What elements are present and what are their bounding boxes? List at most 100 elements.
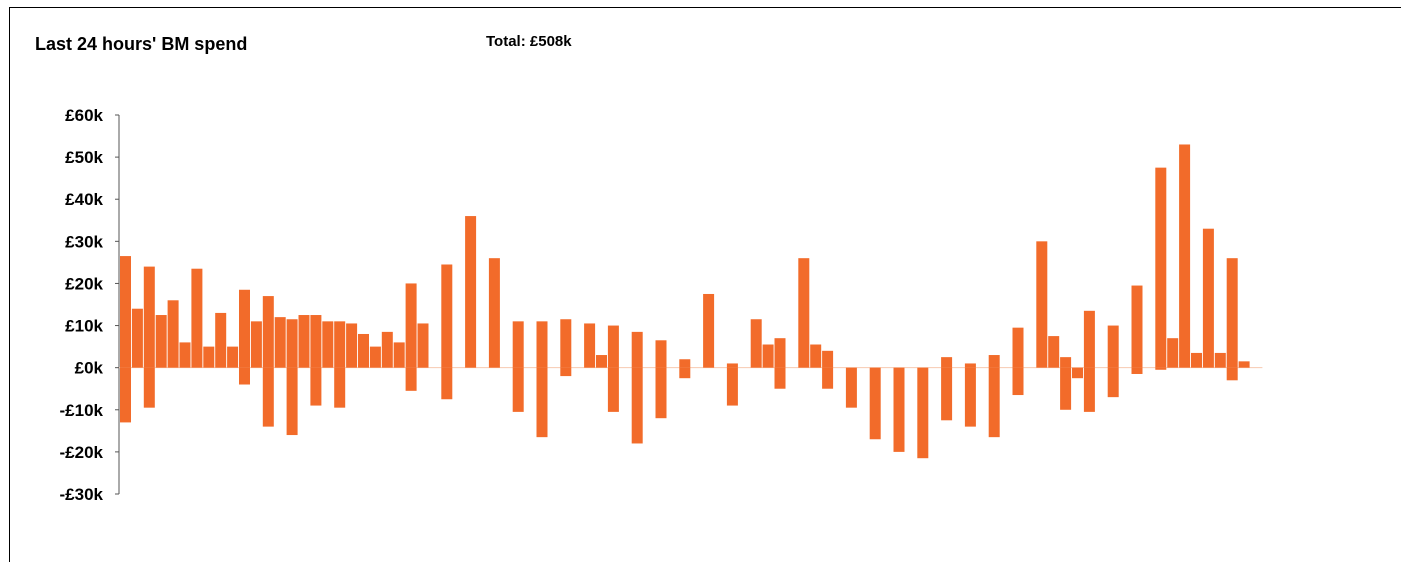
- bar-positive: [655, 340, 667, 368]
- bar-positive: [536, 321, 548, 368]
- bar-negative: [310, 367, 322, 406]
- bar-negative: [143, 367, 155, 408]
- bar-positive: [179, 342, 191, 368]
- bar-negative: [964, 367, 976, 427]
- bar-positive: [405, 283, 417, 368]
- bar-negative: [1072, 367, 1083, 379]
- bar-positive: [1214, 352, 1226, 368]
- bar-positive: [322, 321, 334, 368]
- bar-negative: [988, 367, 1000, 438]
- bar-negative: [893, 367, 905, 452]
- bar-positive: [1012, 327, 1024, 368]
- bar-positive: [964, 363, 976, 368]
- y-tick-label: £0k: [75, 359, 104, 378]
- bar-positive: [215, 312, 227, 368]
- bar-positive: [584, 323, 596, 368]
- bar-positive: [167, 300, 179, 368]
- bar-negative: [1060, 367, 1072, 410]
- bar-negative: [512, 367, 524, 412]
- bar-positive: [239, 289, 250, 368]
- bar-positive: [274, 317, 286, 368]
- bar-positive: [810, 344, 822, 368]
- chart-title: Last 24 hours' BM spend: [35, 34, 248, 54]
- bar-positive: [822, 350, 834, 368]
- bar-positive: [1202, 228, 1214, 368]
- bar-negative: [774, 367, 786, 389]
- bar-negative: [845, 367, 857, 408]
- bar-positive: [381, 331, 393, 368]
- bar-negative: [1083, 367, 1095, 412]
- y-tick-label: -£10k: [60, 401, 104, 420]
- bar-positive: [1048, 336, 1060, 368]
- bar-negative: [726, 367, 738, 406]
- bar-positive: [131, 308, 143, 368]
- bar-positive: [1155, 167, 1167, 368]
- bar-positive: [441, 264, 453, 368]
- bar-positive: [1179, 144, 1191, 368]
- bar-negative: [286, 367, 298, 436]
- bar-positive: [679, 359, 691, 368]
- bar-positive: [798, 258, 810, 368]
- bar-positive: [726, 363, 738, 368]
- bar-positive: [631, 331, 643, 368]
- bar-positive: [703, 293, 715, 368]
- bar-positive: [286, 319, 298, 368]
- y-tick-label: £10k: [65, 317, 103, 336]
- bar-positive: [250, 321, 262, 368]
- bar-negative: [1131, 367, 1143, 374]
- bar-positive: [1036, 241, 1048, 368]
- y-tick-label: £40k: [65, 190, 103, 209]
- bar-positive: [596, 355, 607, 368]
- bar-positive: [1107, 325, 1119, 368]
- bar-positive: [1083, 310, 1095, 368]
- bar-negative: [405, 367, 417, 391]
- bar-negative: [679, 367, 691, 379]
- bar-positive: [1131, 285, 1143, 368]
- total-label: Total: £508k: [486, 33, 572, 50]
- bar-positive: [203, 346, 215, 368]
- bar-negative: [1012, 367, 1024, 396]
- bar-positive: [988, 355, 1000, 368]
- bar-positive: [143, 266, 155, 368]
- bar-positive: [298, 315, 310, 368]
- bar-positive: [417, 323, 429, 368]
- bar-positive: [191, 268, 203, 368]
- bar-negative: [441, 367, 453, 400]
- bar-positive: [560, 319, 572, 368]
- bar-positive: [227, 346, 239, 368]
- bar-positive: [346, 323, 358, 368]
- bar-negative: [262, 367, 274, 427]
- bar-positive: [369, 346, 381, 368]
- bar-positive: [607, 325, 619, 368]
- y-tick-label: £60k: [65, 106, 103, 125]
- bar-negative: [334, 367, 346, 408]
- bar-positive: [1167, 338, 1179, 368]
- bar-negative: [1107, 367, 1119, 398]
- chart-frame: [9, 7, 1401, 562]
- bar-negative: [607, 367, 619, 412]
- bar-negative: [655, 367, 667, 419]
- bar-positive: [1238, 361, 1250, 368]
- y-tick-label: £30k: [65, 232, 103, 251]
- bar-negative: [631, 367, 643, 444]
- bar-positive: [465, 216, 477, 368]
- bar-negative: [1155, 367, 1167, 370]
- bar-negative: [120, 367, 131, 423]
- bar-positive: [1191, 352, 1202, 368]
- bar-positive: [310, 315, 322, 368]
- bar-positive: [750, 319, 762, 368]
- bar-positive: [262, 296, 274, 368]
- bar-negative: [941, 367, 953, 421]
- bar-negative: [822, 367, 834, 389]
- y-tick-label: -£30k: [60, 485, 104, 504]
- bar-positive: [358, 333, 369, 368]
- bar-negative: [536, 367, 548, 438]
- bar-positive: [941, 357, 953, 368]
- y-tick-label: £20k: [65, 274, 103, 293]
- bar-positive: [488, 258, 500, 368]
- bar-positive: [334, 321, 346, 368]
- bar-negative: [1226, 367, 1238, 381]
- bar-negative: [560, 367, 572, 377]
- bar-negative: [917, 367, 929, 459]
